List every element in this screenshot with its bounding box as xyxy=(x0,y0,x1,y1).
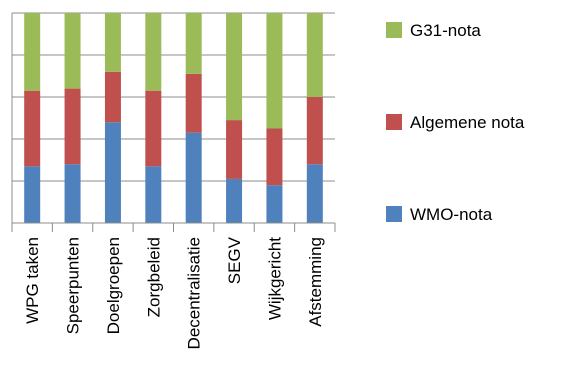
legend-swatch xyxy=(386,206,402,222)
bar-segment xyxy=(145,90,162,167)
legend-label: Algemene nota xyxy=(410,113,525,132)
bar-segment xyxy=(64,88,81,165)
legend-label: WMO-nota xyxy=(410,205,493,224)
bar-segment xyxy=(145,13,162,91)
bar-segment xyxy=(64,164,81,223)
category-label: Speerpunten xyxy=(64,237,83,334)
bars xyxy=(24,13,323,223)
category-label: Zorgbeleid xyxy=(144,237,163,317)
category-label: SEGV xyxy=(225,236,244,284)
category-label: WPG taken xyxy=(23,237,42,324)
category-labels: WPG taken Speerpunten Doelgroepen Zorgbelei… xyxy=(23,236,325,349)
category-label: Wijkgericht xyxy=(265,237,284,320)
category-label: Decentralisatie xyxy=(185,237,204,349)
bar-segment xyxy=(24,90,41,167)
bar-segment xyxy=(266,128,283,186)
legend-swatch xyxy=(386,22,402,38)
bar-segment xyxy=(306,97,323,165)
bar-segment xyxy=(306,13,323,97)
bar-segment xyxy=(226,178,243,223)
bar-segment xyxy=(266,185,283,223)
bar-segment xyxy=(24,13,41,91)
bar-segment xyxy=(24,166,41,223)
legend-label: G31-nota xyxy=(410,21,481,40)
bar-segment xyxy=(266,13,283,129)
bar-segment xyxy=(185,13,202,74)
legend: G31-nota Algemene nota WMO-nota xyxy=(386,21,525,224)
category-label: Doelgroepen xyxy=(104,237,123,334)
bar-segment xyxy=(306,164,323,223)
axes xyxy=(11,13,336,232)
legend-swatch xyxy=(386,114,402,130)
bar-segment xyxy=(104,71,121,123)
bar-segment xyxy=(64,13,81,89)
bar-segment xyxy=(185,73,202,133)
bar-segment xyxy=(226,13,243,121)
grid-lines xyxy=(12,12,335,182)
bar-segment xyxy=(104,13,121,72)
bar-segment xyxy=(226,120,243,179)
category-label: Afstemming xyxy=(306,237,325,327)
bar-segment xyxy=(145,166,162,223)
bar-segment xyxy=(104,122,121,223)
bar-segment xyxy=(185,132,202,223)
